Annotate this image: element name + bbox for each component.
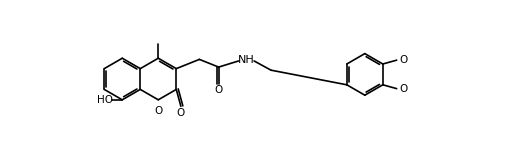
- Text: O: O: [399, 55, 407, 65]
- Text: O: O: [399, 84, 407, 94]
- Text: HO: HO: [97, 95, 113, 105]
- Text: O: O: [214, 85, 222, 95]
- Text: O: O: [154, 106, 162, 116]
- Text: O: O: [176, 107, 185, 118]
- Text: NH: NH: [237, 55, 254, 65]
